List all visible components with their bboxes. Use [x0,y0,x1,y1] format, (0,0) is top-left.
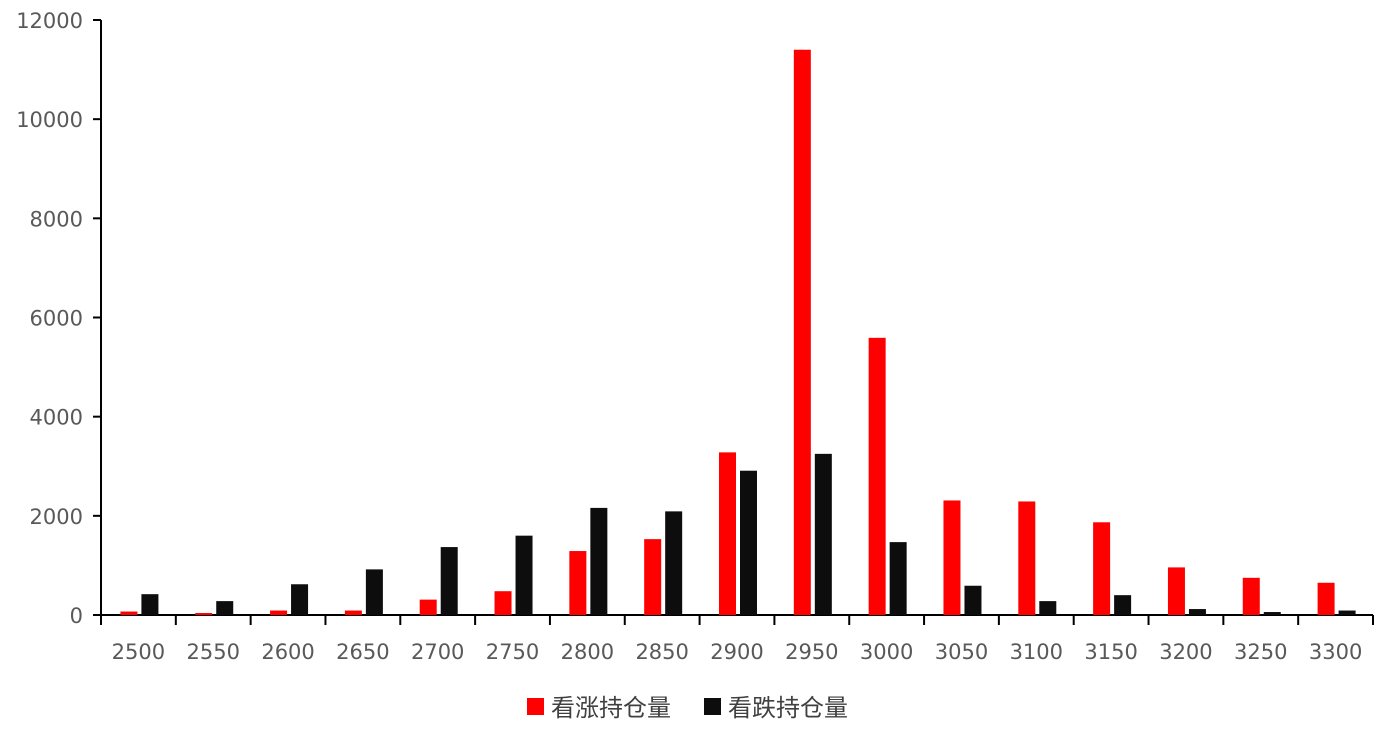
put-open-interest-bar [1039,601,1057,615]
put-open-interest-bar [964,585,982,615]
put-open-interest-bar [365,569,383,615]
x-tick-label: 3250 [1234,640,1287,664]
x-tick-label: 3050 [935,640,988,664]
put-open-interest-bar [1338,610,1356,615]
call-open-interest-bar [344,610,362,615]
x-tick-labels: 2500 2550 2600 2650 2700 2750 2800 2850 2900 2950… [112,640,1363,664]
x-tick-label: 2800 [561,640,614,664]
x-tick-label: 2850 [635,640,688,664]
put-open-interest-bar [740,470,757,615]
call-open-interest-bar [943,500,961,615]
chart-legend: 看涨持仓量 看跌持仓量 [527,694,848,722]
legend-swatch [527,698,544,715]
y-tick-label: 10000 [16,108,83,132]
x-tick-label: 3200 [1159,640,1212,664]
x-tick-label: 3000 [860,640,913,664]
call-open-interest-bar [270,610,288,615]
call-open-interest-bar [1167,567,1185,615]
y-tick-labels: 0 2000 4000 6000 8000 10000 12000 [16,9,83,628]
x-tick-label: 2750 [486,640,539,664]
put-open-interest-bar [590,507,608,615]
x-tick-label: 2650 [336,640,389,664]
put-open-interest-bar [141,594,159,615]
call-open-interest-bar [1093,522,1111,615]
call-open-interest-bar [120,611,138,615]
x-tick-label: 3150 [1084,640,1137,664]
put-open-interest-bar [1263,612,1281,615]
call-open-interest-bar [419,599,437,615]
call-open-interest-bar [494,591,512,615]
put-open-interest-bar [889,542,907,615]
x-tick-label: 2500 [112,640,165,664]
x-tick-label: 2700 [411,640,464,664]
chart-bars [120,49,1356,615]
call-open-interest-bar [644,539,662,615]
call-open-interest-bar [569,551,587,615]
y-tick-label: 8000 [30,207,83,231]
y-tick-label: 4000 [30,406,83,430]
put-open-interest-bar [291,584,309,615]
x-tick-label: 2550 [187,640,240,664]
put-open-interest-bar [440,547,458,615]
call-open-interest-bar [1242,577,1260,615]
put-open-interest-bar [1188,609,1206,615]
y-tick-label: 6000 [30,307,83,331]
legend-label: 看跌持仓量 [728,694,848,722]
put-open-interest-bar [515,535,533,615]
y-tick-label: 12000 [16,9,83,33]
call-open-interest-bar [719,452,736,615]
call-open-interest-bar [1317,582,1335,615]
put-open-interest-bar [1114,595,1132,615]
legend-swatch [704,698,721,715]
call-open-interest-bar [195,613,213,615]
call-open-interest-bar [793,49,811,615]
call-open-interest-bar [868,337,886,615]
x-tick-label: 3300 [1309,640,1362,664]
y-tick-label: 2000 [30,505,83,529]
y-tick-label: 0 [70,604,83,628]
chart-axes [93,19,1374,625]
legend-label: 看涨持仓量 [551,694,671,722]
call-open-interest-bar [1018,501,1036,615]
put-open-interest-bar [665,511,683,615]
x-tick-label: 2950 [785,640,838,664]
x-tick-label: 3100 [1010,640,1063,664]
x-tick-label: 2600 [261,640,314,664]
x-tick-label: 2900 [710,640,763,664]
put-open-interest-bar [814,453,832,615]
put-open-interest-bar [216,601,234,615]
